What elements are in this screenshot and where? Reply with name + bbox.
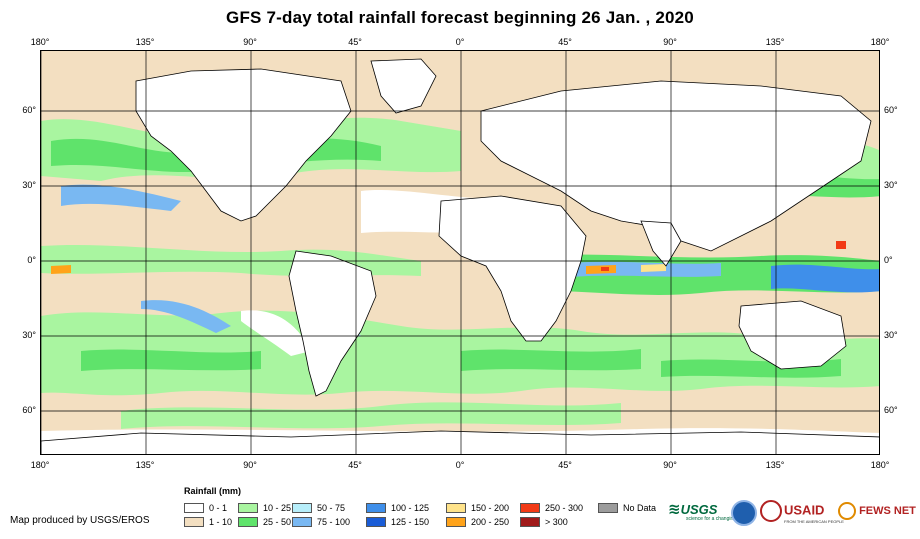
africa — [438, 195, 587, 342]
legend-label: 150 - 200 — [471, 502, 510, 513]
rainfall-map[interactable] — [40, 50, 880, 455]
usgs-wave-icon: ≋ — [668, 501, 681, 518]
legend-swatch — [292, 516, 312, 527]
north-america — [135, 68, 352, 222]
legend-item: 1 - 10 — [184, 516, 232, 527]
lon-tick-top: 180° — [30, 37, 50, 47]
noaa-logo[interactable] — [731, 500, 757, 526]
lon-tick-bottom: 90° — [243, 460, 257, 470]
legend-label: 75 - 100 — [317, 516, 351, 527]
legend-swatch — [292, 502, 312, 513]
lon-tick-top: 135° — [135, 37, 155, 47]
lon-tick-bottom: 180° — [870, 460, 890, 470]
map-canvas — [41, 51, 879, 454]
legend-label: 125 - 150 — [391, 516, 430, 527]
map-credit: Map produced by USGS/EROS — [10, 515, 150, 526]
legend-item: 150 - 200 — [446, 502, 509, 513]
eurasia — [480, 80, 872, 252]
legend-label: 0 - 1 — [209, 502, 228, 513]
greenland — [370, 58, 437, 114]
lon-tick-top: 45° — [558, 37, 572, 47]
lat-tick-right: 60° — [884, 105, 898, 115]
legend-item: 50 - 75 — [292, 502, 345, 513]
legend-swatch — [366, 502, 386, 513]
lon-tick-top: 180° — [870, 37, 890, 47]
legend-swatch — [446, 516, 466, 527]
legend-item: 100 - 125 — [366, 502, 429, 513]
lon-tick-bottom: 180° — [30, 460, 50, 470]
legend-swatch — [520, 516, 540, 527]
graticule — [41, 51, 879, 454]
legend-item: > 300 — [520, 516, 568, 527]
lon-tick-bottom: 45° — [558, 460, 572, 470]
lat-tick-left: 30° — [22, 180, 36, 190]
fewsnet-globe-icon — [838, 502, 856, 520]
lon-tick-bottom: 90° — [663, 460, 677, 470]
lat-tick-left: 60° — [22, 405, 36, 415]
legend-label: 25 - 50 — [263, 516, 292, 527]
legend-label: 200 - 250 — [471, 516, 510, 527]
lon-tick-top: 0° — [455, 37, 465, 47]
lon-tick-top: 135° — [765, 37, 785, 47]
legend-label: No Data — [623, 502, 657, 513]
legend-label: > 300 — [545, 516, 568, 527]
lat-tick-right: 30° — [884, 180, 898, 190]
lon-tick-bottom: 45° — [348, 460, 362, 470]
legend-label: 10 - 25 — [263, 502, 292, 513]
legend-item: 0 - 1 — [184, 502, 227, 513]
continents — [41, 58, 879, 454]
usaid-tagline: FROM THE AMERICAN PEOPLE — [784, 519, 844, 524]
lat-tick-left: 0° — [27, 255, 36, 265]
usaid-logo[interactable]: USAID FROM THE AMERICAN PEOPLE — [760, 500, 844, 524]
lon-tick-top: 90° — [243, 37, 257, 47]
usgs-logo[interactable]: ≋USGS science for a changing world — [668, 501, 750, 522]
legend-swatch — [520, 502, 540, 513]
legend-swatch — [238, 516, 258, 527]
page-title: GFS 7-day total rainfall forecast beginn… — [226, 8, 694, 27]
legend-label: 50 - 75 — [317, 502, 346, 513]
legend-item: 25 - 50 — [238, 516, 291, 527]
legend-item: 250 - 300 — [520, 502, 583, 513]
legend-swatch — [366, 516, 386, 527]
legend-item: No Data — [598, 502, 656, 513]
legend-swatch — [446, 502, 466, 513]
lat-tick-right: 30° — [884, 330, 898, 340]
legend-label: 250 - 300 — [545, 502, 584, 513]
lat-tick-right: 0° — [884, 255, 893, 265]
fewsnet-logo[interactable]: FEWS NET — [838, 502, 916, 520]
lat-tick-left: 60° — [22, 105, 36, 115]
lon-tick-top: 45° — [348, 37, 362, 47]
lon-tick-top: 90° — [663, 37, 677, 47]
australia — [738, 300, 847, 370]
lat-tick-right: 60° — [884, 405, 898, 415]
legend-item: 10 - 25 — [238, 502, 291, 513]
legend-item: 125 - 150 — [366, 516, 429, 527]
legend-label: 1 - 10 — [209, 516, 233, 527]
usaid-seal-icon — [760, 500, 782, 522]
legend-item: 200 - 250 — [446, 516, 509, 527]
legend-item: 75 - 100 — [292, 516, 350, 527]
lon-tick-bottom: 135° — [135, 460, 155, 470]
legend-swatch — [238, 502, 258, 513]
legend-swatch — [598, 502, 618, 513]
south-america — [288, 250, 377, 397]
legend-swatch — [184, 502, 204, 513]
usgs-tagline: science for a changing world — [686, 516, 750, 522]
legend-swatch — [184, 516, 204, 527]
antarctica — [41, 430, 879, 454]
lon-tick-bottom: 0° — [455, 460, 465, 470]
lon-tick-bottom: 135° — [765, 460, 785, 470]
lat-tick-left: 30° — [22, 330, 36, 340]
legend-title: Rainfall (mm) — [184, 486, 242, 496]
legend-label: 100 - 125 — [391, 502, 430, 513]
